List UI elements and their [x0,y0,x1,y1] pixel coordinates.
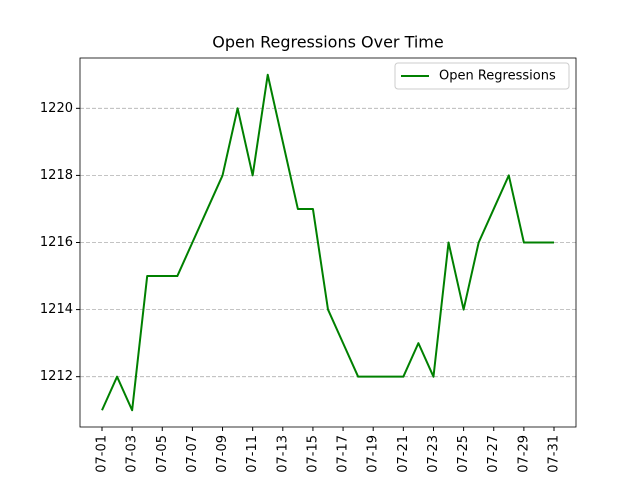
x-tick-label: 07-17 [336,435,351,473]
x-tick-label: 07-07 [185,435,200,473]
x-tick-label: 07-29 [516,435,531,473]
x-tick-label: 07-03 [125,435,140,473]
x-tick-label: 07-05 [155,435,170,473]
x-tick-label: 07-19 [366,435,381,473]
x-tick-label: 07-09 [215,435,230,473]
x-tick-label: 07-31 [547,435,562,473]
y-tick-label: 1220 [40,101,73,116]
legend-label: Open Regressions [439,69,556,84]
x-tick-label: 07-25 [456,435,471,473]
x-tick-label: 07-23 [426,435,441,473]
x-tick-label: 07-27 [486,435,501,473]
y-tick-label: 1212 [40,369,73,384]
legend-box [394,62,570,90]
y-tick-label: 1218 [40,168,73,183]
chart-title: Open Regressions Over Time [212,33,443,52]
y-tick-label: 1216 [40,235,73,250]
y-tick-label: 1214 [40,302,73,317]
x-tick-label: 07-11 [245,435,260,473]
x-tick-label: 07-13 [275,435,290,473]
axes-frame [79,57,577,428]
x-tick-label: 07-15 [305,435,320,473]
x-tick-label: 07-21 [396,435,411,473]
x-tick-label: 07-01 [94,435,109,473]
line [101,73,555,412]
